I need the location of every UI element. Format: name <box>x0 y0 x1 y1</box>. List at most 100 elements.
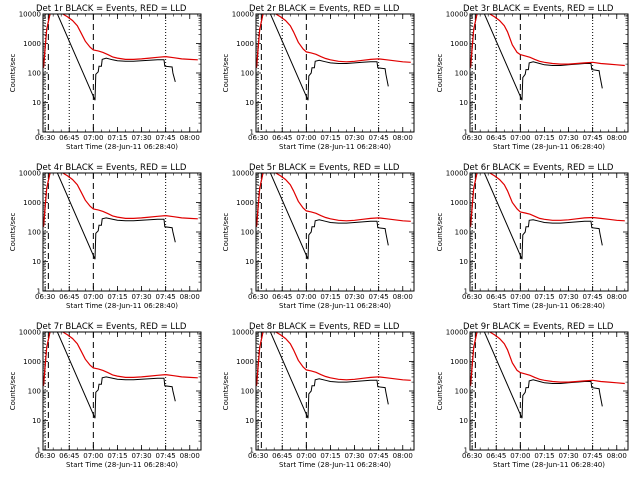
x-tick-label: 07:00 <box>83 452 103 460</box>
x-tick-label: 08:00 <box>180 293 200 301</box>
events-series-line <box>256 332 389 419</box>
y-tick-label: 100 <box>455 70 468 78</box>
panel-title: Det 1r BLACK = Events, RED = LLD <box>36 4 187 14</box>
x-tick-label: 07:15 <box>320 293 340 301</box>
x-axis-label: Start Time (28-Jun-11 06:28:40) <box>493 302 605 310</box>
plot-frame <box>469 13 629 133</box>
plot-area <box>43 332 198 419</box>
panel-title: Det 6r BLACK = Events, RED = LLD <box>463 163 614 173</box>
y-tick-label: 10 <box>32 417 41 425</box>
lld-series-line <box>470 173 625 227</box>
plot-frame <box>42 13 202 133</box>
x-tick-label: 07:00 <box>510 452 530 460</box>
panel-title: Det 7r BLACK = Events, RED = LLD <box>36 322 187 332</box>
lld-series-line <box>256 332 411 386</box>
x-tick-label: 06:45 <box>486 452 506 460</box>
panel-2: Det 2r BLACK = Events, RED = LLD 1 10 100 10… <box>222 4 415 151</box>
x-tick-label: 07:00 <box>296 452 316 460</box>
x-tick-label: 07:15 <box>107 293 127 301</box>
y-tick-label: 10 <box>32 258 41 266</box>
x-tick-label: 07:00 <box>296 293 316 301</box>
plot-frame <box>255 331 415 451</box>
y-tick-label: 10000 <box>232 11 254 19</box>
events-series-line <box>43 332 176 419</box>
y-tick-label: 1 <box>250 129 254 137</box>
x-tick-label: 07:15 <box>534 293 554 301</box>
x-tick-label: 07:45 <box>156 134 176 142</box>
x-tick-label: 07:30 <box>131 293 151 301</box>
x-tick-label: 06:30 <box>462 134 482 142</box>
panel-7: Det 7r BLACK = Events, RED = LLD 1 10 100 10… <box>9 322 202 469</box>
y-tick-label: 10 <box>459 417 468 425</box>
y-tick-label: 100 <box>28 70 41 78</box>
x-tick-label: 07:00 <box>83 134 103 142</box>
y-tick-label: 10 <box>245 417 254 425</box>
plot-frame <box>42 172 202 292</box>
panel-title: Det 9r BLACK = Events, RED = LLD <box>463 322 614 332</box>
y-tick-label: 10000 <box>19 170 41 178</box>
y-tick-label: 1000 <box>236 40 254 48</box>
x-axis-label: Start Time (28-Jun-11 06:28:40) <box>66 461 178 469</box>
x-tick-label: 06:45 <box>272 452 292 460</box>
y-tick-label: 100 <box>455 229 468 237</box>
x-tick-label: 07:30 <box>131 134 151 142</box>
y-tick-label: 1 <box>464 447 468 455</box>
x-tick-label: 07:00 <box>510 134 530 142</box>
y-tick-label: 1000 <box>23 358 41 366</box>
x-tick-label: 08:00 <box>393 452 413 460</box>
x-tick-label: 07:45 <box>369 452 389 460</box>
x-tick-label: 08:00 <box>180 134 200 142</box>
x-tick-label: 06:45 <box>59 134 79 142</box>
y-tick-label: 1000 <box>23 199 41 207</box>
x-axis-label: Start Time (28-Jun-11 06:28:40) <box>493 461 605 469</box>
y-tick-label: 10 <box>459 258 468 266</box>
y-tick-label: 100 <box>241 388 254 396</box>
panel-4: Det 4r BLACK = Events, RED = LLD 1 10 100 10… <box>9 163 202 310</box>
x-axis-label: Start Time (28-Jun-11 06:28:40) <box>493 143 605 151</box>
panel-5: Det 5r BLACK = Events, RED = LLD 1 10 100 10… <box>222 163 415 310</box>
x-tick-label: 07:30 <box>344 452 364 460</box>
x-tick-label: 06:30 <box>35 293 55 301</box>
events-series-line <box>470 14 603 101</box>
panel-1: Det 1r BLACK = Events, RED = LLD 1 10 100 10… <box>9 4 202 151</box>
x-tick-label: 06:45 <box>486 293 506 301</box>
lld-series-line <box>43 332 198 386</box>
x-tick-label: 08:00 <box>607 134 627 142</box>
y-tick-label: 1 <box>464 288 468 296</box>
events-series-line <box>43 14 176 101</box>
x-tick-label: 06:30 <box>462 452 482 460</box>
x-tick-label: 07:15 <box>534 452 554 460</box>
y-tick-label: 10 <box>459 99 468 107</box>
y-tick-label: 10 <box>32 99 41 107</box>
x-tick-label: 08:00 <box>180 452 200 460</box>
y-tick-label: 100 <box>455 388 468 396</box>
y-tick-label: 100 <box>28 388 41 396</box>
y-tick-label: 10000 <box>232 329 254 337</box>
x-tick-label: 07:00 <box>83 293 103 301</box>
y-tick-label: 1000 <box>236 358 254 366</box>
x-tick-label: 07:15 <box>534 134 554 142</box>
plot-area <box>256 14 411 101</box>
lld-series-line <box>43 14 198 68</box>
x-tick-label: 08:00 <box>393 134 413 142</box>
plot-frame <box>255 13 415 133</box>
events-series-line <box>43 173 176 260</box>
events-series-line <box>470 173 603 260</box>
y-tick-label: 1 <box>37 129 41 137</box>
panel-title: Det 3r BLACK = Events, RED = LLD <box>463 4 614 14</box>
y-tick-label: 1000 <box>450 358 468 366</box>
y-axis-label: Counts/sec <box>222 54 230 93</box>
y-tick-label: 10000 <box>19 329 41 337</box>
x-tick-label: 07:45 <box>583 134 603 142</box>
x-tick-label: 07:45 <box>583 452 603 460</box>
x-axis-label: Start Time (28-Jun-11 06:28:40) <box>66 302 178 310</box>
x-axis-label: Start Time (28-Jun-11 06:28:40) <box>279 461 391 469</box>
y-axis-label: Counts/sec <box>9 372 17 411</box>
y-tick-label: 1 <box>37 447 41 455</box>
plot-frame <box>469 331 629 451</box>
y-axis-label: Counts/sec <box>222 213 230 252</box>
x-tick-label: 06:45 <box>272 134 292 142</box>
plot-area <box>256 332 411 419</box>
x-tick-label: 06:45 <box>272 293 292 301</box>
